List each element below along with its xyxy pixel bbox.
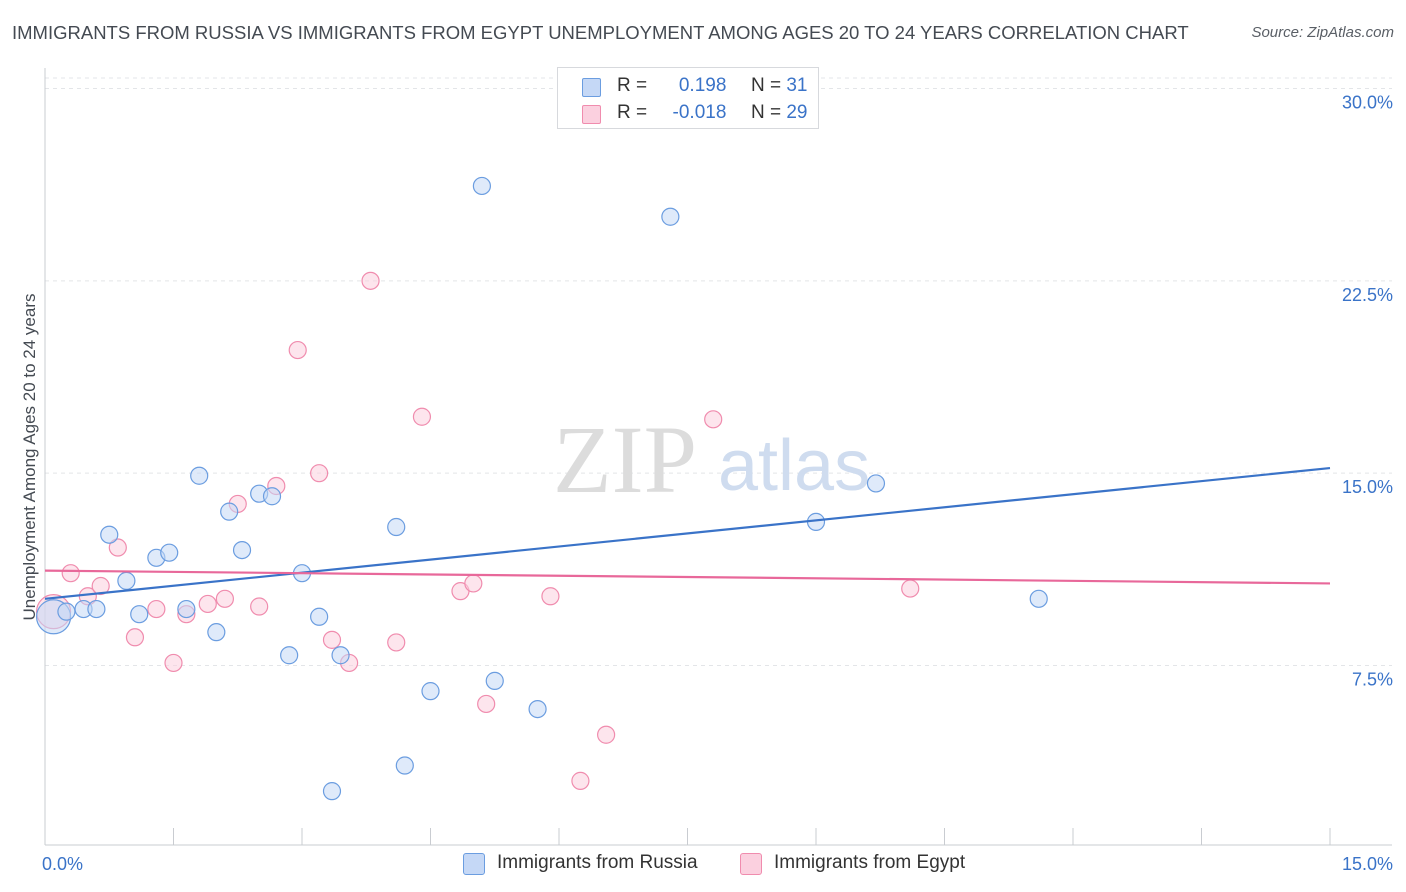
russia-point bbox=[220, 502, 239, 521]
source-label: Source: ZipAtlas.com bbox=[1251, 24, 1394, 41]
watermark-zip: ZIP bbox=[553, 406, 697, 513]
russia-point bbox=[100, 525, 119, 544]
y-tick-label: 15.0% bbox=[1342, 477, 1393, 497]
egypt-point bbox=[125, 628, 145, 647]
watermark: ZIP atlas bbox=[553, 406, 870, 513]
y-tick-label: 22.5% bbox=[1342, 285, 1393, 305]
series-label-russia: Immigrants from Russia bbox=[497, 852, 698, 873]
y-tick-label: 7.5% bbox=[1352, 669, 1393, 689]
egypt-point bbox=[477, 694, 496, 714]
russia-point bbox=[160, 543, 179, 562]
egypt-point bbox=[61, 564, 80, 583]
legend-n-value-egypt: 29 bbox=[786, 102, 808, 123]
legend-r-label-russia: R = bbox=[617, 75, 648, 96]
russia-point bbox=[262, 487, 282, 506]
egypt-point bbox=[215, 589, 234, 608]
russia-point bbox=[322, 782, 342, 801]
russia-point bbox=[387, 517, 406, 537]
egypt-point bbox=[901, 579, 920, 598]
egypt-points bbox=[35, 271, 920, 790]
russia-point bbox=[1029, 589, 1048, 608]
egypt-point bbox=[91, 576, 110, 596]
russia-point bbox=[472, 176, 491, 196]
series-legend: Immigrants from Russia Immigrants from E… bbox=[0, 852, 1406, 876]
egypt-point bbox=[412, 407, 432, 426]
legend-r-value-russia: 0.198 bbox=[678, 75, 727, 96]
y-tick-labels: 7.5% 15.0% 22.5% 30.0% bbox=[1342, 93, 1393, 690]
x-tick-labels: 0.0% 15.0% bbox=[42, 854, 1393, 874]
legend-swatch-russia bbox=[582, 78, 601, 97]
egypt-point bbox=[164, 653, 183, 673]
russia-point bbox=[331, 646, 350, 665]
series-swatch-russia bbox=[463, 853, 485, 875]
egypt-point bbox=[387, 633, 406, 652]
russia-point bbox=[485, 671, 504, 690]
legend-n-label-russia: N = bbox=[750, 75, 782, 96]
correlation-legend: R = 0.198 N = 31 R = -0.018 N = 29 bbox=[557, 67, 819, 129]
legend-r-value-egypt: -0.018 bbox=[672, 102, 727, 123]
russia-point bbox=[207, 623, 226, 642]
russia-point bbox=[866, 474, 886, 493]
russia-point bbox=[421, 682, 440, 701]
egypt-point bbox=[310, 464, 329, 483]
chart-title: IMMIGRANTS FROM RUSSIA VS IMMIGRANTS FRO… bbox=[12, 22, 1189, 43]
watermark-atlas: atlas bbox=[718, 426, 870, 506]
russia-point bbox=[130, 605, 149, 624]
russia-point bbox=[232, 540, 252, 560]
legend-n-value-russia: 31 bbox=[786, 75, 808, 96]
egypt-point bbox=[288, 340, 307, 360]
egypt-point bbox=[361, 271, 380, 290]
russia-point bbox=[117, 571, 136, 590]
russia-trend-line bbox=[44, 466, 1331, 600]
russia-point bbox=[310, 607, 329, 626]
x-tick-label-min: 0.0% bbox=[42, 854, 83, 874]
x-tick-label-max: 15.0% bbox=[1342, 854, 1393, 874]
egypt-point bbox=[464, 574, 483, 593]
egypt-point bbox=[147, 599, 166, 619]
legend-r-label-egypt: R = bbox=[617, 102, 648, 123]
russia-point bbox=[190, 466, 209, 485]
egypt-point bbox=[322, 630, 342, 649]
russia-point bbox=[395, 756, 414, 775]
russia-point bbox=[177, 599, 196, 619]
russia-points bbox=[35, 176, 1048, 801]
series-label-egypt: Immigrants from Egypt bbox=[774, 852, 966, 873]
egypt-point bbox=[541, 587, 560, 606]
egypt-point bbox=[704, 410, 723, 429]
russia-point bbox=[528, 699, 547, 719]
egypt-trend-line bbox=[44, 569, 1331, 585]
y-axis-label: Unemployment Among Ages 20 to 24 years bbox=[20, 294, 39, 621]
legend-swatch-egypt bbox=[582, 105, 601, 124]
egypt-point bbox=[571, 771, 590, 790]
trend-lines bbox=[44, 466, 1331, 600]
egypt-point bbox=[108, 538, 127, 557]
egypt-point bbox=[597, 725, 616, 744]
egypt-point bbox=[250, 597, 269, 616]
axes bbox=[44, 68, 1392, 846]
legend-text-russia: R = 0.198 N = 31 bbox=[617, 75, 807, 97]
legend-n-label-egypt: N = bbox=[750, 102, 782, 123]
legend-text-egypt: R = -0.018 N = 29 bbox=[617, 102, 807, 124]
series-swatch-egypt bbox=[740, 853, 762, 875]
egypt-point bbox=[198, 594, 217, 614]
y-tick-label: 30.0% bbox=[1342, 93, 1393, 113]
russia-point bbox=[87, 599, 106, 619]
russia-point bbox=[661, 207, 680, 226]
russia-point bbox=[280, 646, 299, 665]
russia-point bbox=[57, 602, 76, 621]
